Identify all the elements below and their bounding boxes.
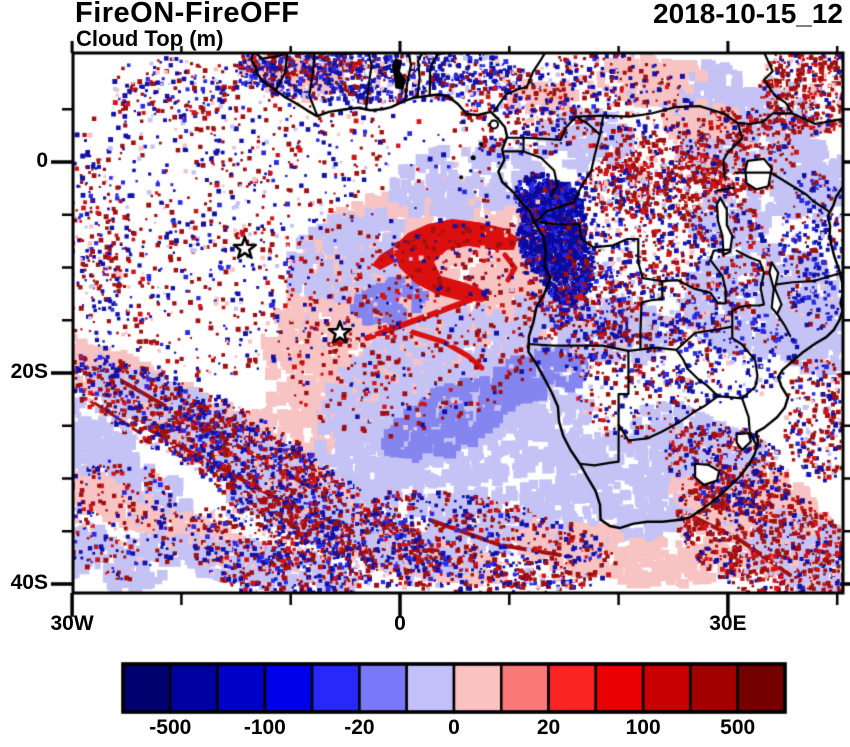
variable-subtitle: Cloud Top (m) — [76, 26, 224, 51]
y-tick-label-0: 0 — [36, 149, 48, 172]
colorbar-tick-label-500: 500 — [720, 716, 756, 739]
colorbar-tick-label--20: -20 — [344, 716, 375, 739]
x-tick-label-0: 0 — [394, 612, 406, 635]
colorbar-tick-label--100: -100 — [243, 716, 286, 739]
colorbar-tick-label--500: -500 — [149, 716, 192, 739]
colorbar-tick-label-100: 100 — [625, 716, 661, 739]
y-tick-label-20S: 20S — [10, 360, 48, 383]
colorbar-tick-label-0: 0 — [448, 716, 460, 739]
x-tick-label-30E: 30E — [709, 612, 747, 635]
colorbar-tick-label-20: 20 — [536, 716, 561, 739]
timestamp: 2018-10-15_12 — [653, 0, 843, 29]
x-tick-label-30W: 30W — [50, 612, 94, 635]
page-title: FireON-FireOFF — [75, 0, 300, 29]
y-tick-label-40S: 40S — [10, 571, 48, 594]
